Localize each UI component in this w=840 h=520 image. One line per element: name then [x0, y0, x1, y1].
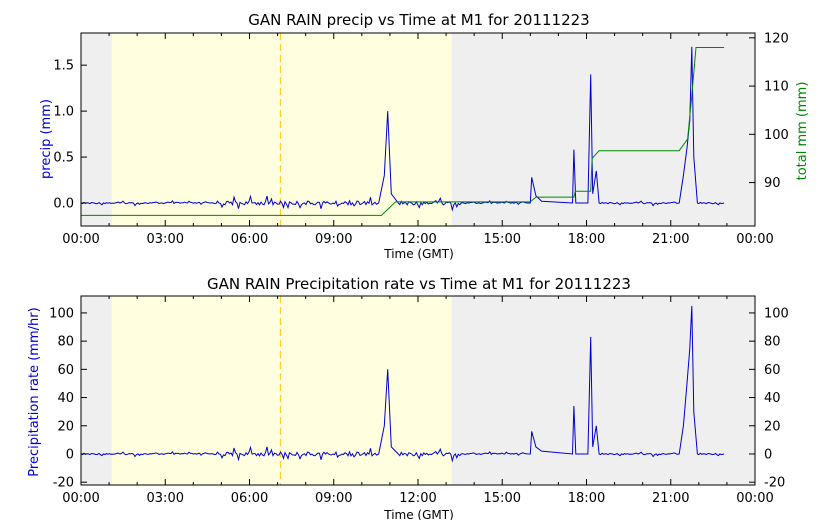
y-tick-label-right: 110: [764, 80, 789, 95]
x-tick-label: 03:00: [147, 491, 184, 506]
x-tick-label: 12:00: [399, 232, 436, 247]
x-tick-label: 15:00: [484, 491, 521, 506]
shaded-region: [451, 296, 755, 485]
x-tick-label: 09:00: [315, 232, 352, 247]
precip-series-line: [80, 46, 725, 212]
precip-rate-panel: GAN RAIN Precipitation rate vs Time at M…: [27, 275, 789, 520]
y-tick-label-right: 60: [764, 363, 781, 378]
shaded-region: [81, 296, 112, 485]
x-tick-label: 12:00: [399, 491, 436, 506]
x-tick-label: 00:00: [62, 491, 99, 506]
x-axis-label: Time (GMT): [383, 508, 454, 520]
y-tick-label-right: 90: [764, 176, 781, 191]
y-tick-label-left: 80: [57, 335, 74, 350]
precip-panel: GAN RAIN precip vs Time at M1 for 201112…: [39, 11, 810, 261]
y-tick-label-left: 0.5: [53, 151, 74, 166]
x-tick-label: 00:00: [736, 232, 773, 247]
y-axis-label-right: total mm (mm): [795, 82, 810, 181]
y-axis-label-left: precip (mm): [39, 99, 54, 179]
y-tick-label-right: 0: [764, 447, 772, 462]
x-tick-label: 21:00: [652, 232, 689, 247]
y-tick-label-right: 40: [764, 391, 781, 406]
x-tick-label: 00:00: [736, 491, 773, 506]
y-tick-label-left: 100: [49, 306, 74, 321]
x-tick-label: 15:00: [484, 232, 521, 247]
y-tick-label-left: -20: [53, 476, 74, 491]
y-tick-label-right: 120: [764, 31, 789, 46]
y-tick-label-left: 40: [57, 391, 74, 406]
y-axis-label-left: Precipitation rate (mm/hr): [27, 307, 42, 476]
x-axis-label: Time (GMT): [383, 247, 454, 261]
y-tick-label-right: -20: [764, 476, 785, 491]
y-tick-label-right: 80: [764, 335, 781, 350]
shaded-region: [111, 296, 452, 485]
y-tick-label-right: 100: [764, 306, 789, 321]
y-tick-label-left: 60: [57, 363, 74, 378]
x-tick-label: 06:00: [231, 491, 268, 506]
x-tick-label: 21:00: [652, 491, 689, 506]
y-tick-label-left: 1.5: [53, 59, 74, 74]
x-tick-label: 18:00: [568, 491, 605, 506]
y-tick-label-left: 20: [57, 419, 74, 434]
precip-series-line: [80, 305, 725, 463]
x-tick-label: 00:00: [62, 232, 99, 247]
x-tick-label: 18:00: [568, 232, 605, 247]
chart-title: GAN RAIN Precipitation rate vs Time at M…: [207, 275, 631, 293]
shaded-region: [81, 33, 112, 226]
shaded-region: [451, 33, 755, 226]
y-tick-label-left: 1.0: [53, 105, 74, 120]
y-tick-label-right: 20: [764, 419, 781, 434]
y-tick-label-left: 0.0: [53, 197, 74, 212]
x-tick-label: 09:00: [315, 491, 352, 506]
y-tick-label-right: 100: [764, 128, 789, 143]
x-tick-label: 06:00: [231, 232, 268, 247]
y-tick-label-left: 0: [66, 447, 74, 462]
x-tick-label: 03:00: [147, 232, 184, 247]
chart-title: GAN RAIN precip vs Time at M1 for 201112…: [248, 11, 589, 29]
shaded-region: [111, 33, 452, 226]
total-series-line: [81, 47, 725, 216]
